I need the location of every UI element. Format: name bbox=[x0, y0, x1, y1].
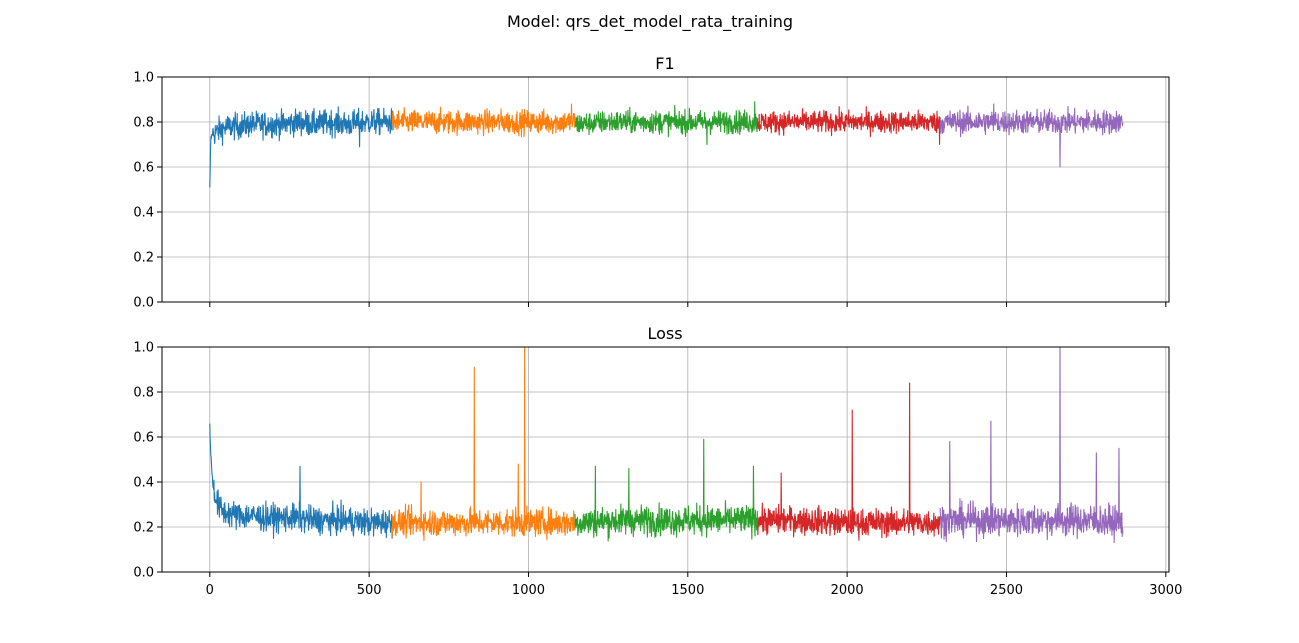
loss-xtick-label: 1500 bbox=[671, 583, 704, 598]
loss-xtick-label: 1000 bbox=[512, 583, 545, 598]
f1-panel: F1 0.0 0.2 0.4 0.6 0.8 1.0 bbox=[133, 54, 1170, 311]
f1-series-line-2 bbox=[391, 103, 576, 138]
loss-xtick-label: 2500 bbox=[990, 583, 1023, 598]
loss-ytick-label: 0.4 bbox=[133, 476, 154, 491]
loss-ytick-label: 0.6 bbox=[133, 431, 154, 446]
loss-ytick-label: 0.2 bbox=[133, 521, 154, 536]
f1-series-line-4 bbox=[757, 106, 941, 146]
f1-ytick-label: 0.8 bbox=[133, 116, 154, 131]
loss-ytick-label: 1.0 bbox=[133, 341, 154, 356]
loss-xtick-label: 3000 bbox=[1149, 583, 1182, 598]
loss-ytick-label: 0.8 bbox=[133, 386, 154, 401]
loss-ytick-label: 0.0 bbox=[133, 566, 154, 581]
loss-xtick-label: 0 bbox=[206, 583, 214, 598]
f1-series-line-1 bbox=[209, 106, 393, 188]
f1-axes-frame bbox=[161, 76, 1170, 303]
loss-x-axis: 0 500 1000 1500 2000 2500 3000 bbox=[206, 572, 1182, 598]
loss-series-line-5 bbox=[939, 346, 1124, 544]
f1-ytick-label: 0.4 bbox=[133, 206, 154, 221]
f1-ytick-label: 0.2 bbox=[133, 251, 154, 266]
f1-y-axis: 0.0 0.2 0.4 0.6 0.8 1.0 bbox=[133, 71, 162, 311]
loss-series-group bbox=[209, 346, 1124, 544]
f1-ytick-label: 1.0 bbox=[133, 71, 154, 86]
loss-series-line-3 bbox=[574, 438, 759, 542]
f1-panel-title: F1 bbox=[655, 54, 674, 73]
loss-panel-title: Loss bbox=[647, 324, 682, 343]
f1-ytick-label: 0.6 bbox=[133, 161, 154, 176]
figure-suptitle: Model: qrs_det_model_rata_training bbox=[507, 12, 793, 32]
f1-series-line-3 bbox=[574, 101, 759, 146]
f1-series-line-5 bbox=[939, 103, 1124, 168]
loss-series-line-2 bbox=[391, 346, 576, 542]
loss-series-line-1 bbox=[209, 423, 393, 539]
loss-y-axis: 0.0 0.2 0.4 0.6 0.8 1.0 bbox=[133, 341, 162, 581]
loss-xtick-label: 2000 bbox=[831, 583, 864, 598]
f1-series-group bbox=[209, 101, 1124, 188]
loss-series-line-4 bbox=[757, 382, 941, 541]
f1-x-axis bbox=[209, 302, 1167, 307]
loss-panel: Loss 0.0 0.2 0.4 0.6 0.8 1.0 0 500 1000 1500 2000… bbox=[133, 324, 1182, 598]
loss-axes-frame bbox=[161, 346, 1170, 573]
f1-ytick-label: 0.0 bbox=[133, 296, 154, 311]
loss-xtick-label: 500 bbox=[357, 583, 382, 598]
